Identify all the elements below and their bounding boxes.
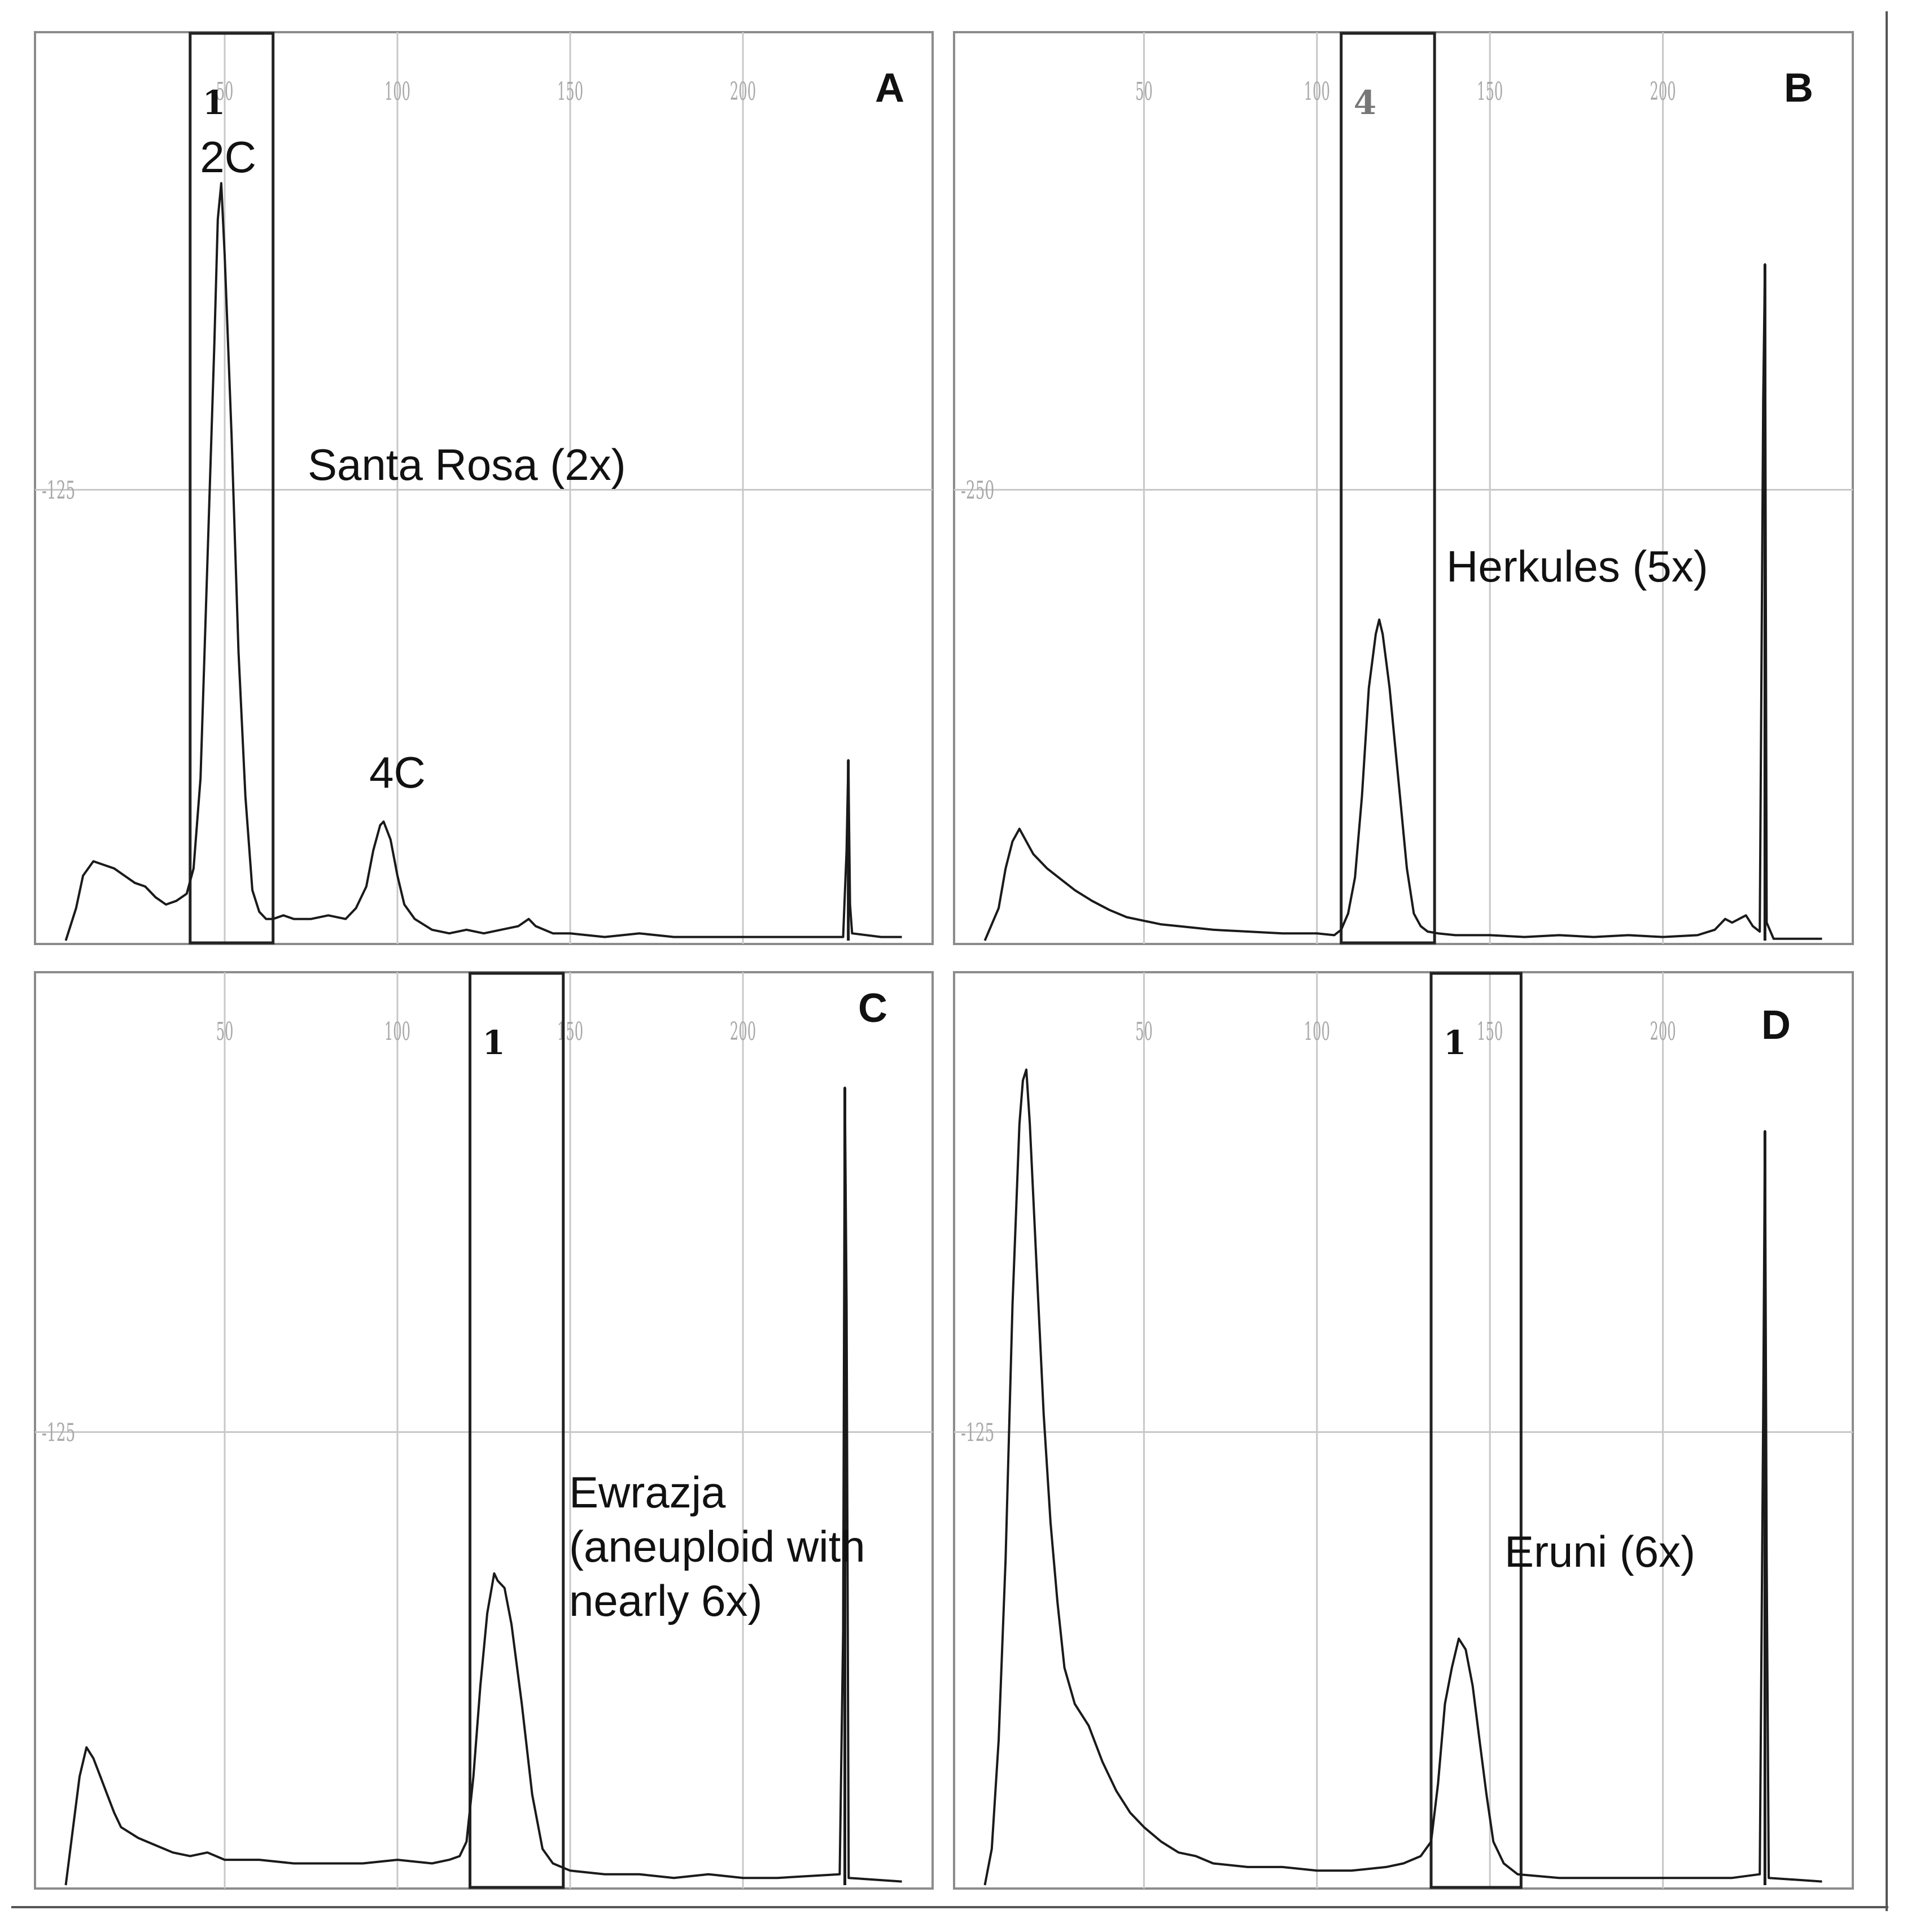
x-tick-label: 150 <box>557 1017 583 1046</box>
x-tick-label: 50 <box>216 77 234 106</box>
panel-b: 50 100 150 200 -250 4 B Herkules (5x) <box>953 31 1854 945</box>
y-tick-label: -125 <box>961 1418 994 1447</box>
gate-region <box>469 972 565 1889</box>
x-tick-label: 200 <box>730 1017 756 1046</box>
x-tick-label: 50 <box>1135 1017 1153 1046</box>
sample-label: Herkules (5x) <box>1446 541 1708 591</box>
panel-letter: B <box>1784 65 1813 111</box>
sample-label-line: nearly 6x) <box>569 1576 762 1625</box>
panel-d: 50 100 150 200 -125 1 D Eruni (6x) <box>953 971 1854 1890</box>
sample-label-line: (aneuploid with <box>569 1522 865 1571</box>
panel-c: 50 100 150 200 -125 1 C Ewrazja (aneuploid with n… <box>34 971 934 1890</box>
gate-label: 1 <box>483 1024 505 1062</box>
histogram-trace <box>983 263 1822 941</box>
x-tick-label: 150 <box>1477 77 1503 106</box>
y-tick-label: -125 <box>42 475 75 505</box>
gate-region <box>1340 32 1436 945</box>
gate-region <box>189 32 275 945</box>
gate-label: 1 <box>1444 1024 1466 1062</box>
panel-frame <box>34 971 934 1890</box>
peak-annotation: 4C <box>369 748 426 797</box>
x-tick-label: 150 <box>557 77 583 106</box>
histogram-trace <box>64 182 902 941</box>
x-tick-label: 150 <box>1477 1017 1503 1046</box>
gate-label: 4 <box>1354 84 1376 122</box>
x-tick-label: 100 <box>384 1017 410 1046</box>
y-tick-label: -250 <box>961 475 994 505</box>
panel-letter: D <box>1761 1003 1791 1048</box>
y-tick-label: -125 <box>42 1418 75 1447</box>
x-tick-label: 100 <box>384 77 410 106</box>
gate-region <box>1429 972 1523 1889</box>
x-tick-label: 50 <box>1135 77 1153 106</box>
x-tick-label: 200 <box>1650 1017 1676 1046</box>
x-tick-label: 200 <box>730 77 756 106</box>
sample-label-line: Santa Rosa (2x) <box>308 440 626 489</box>
x-tick-label: 100 <box>1304 77 1330 106</box>
panel-a: 50 100 150 200 -125 1 A 2C 4C Santa Rosa (2x) <box>34 31 934 945</box>
panel-letter: C <box>858 986 887 1031</box>
panel-frame <box>34 31 934 945</box>
histogram-trace <box>64 1086 902 1886</box>
sample-label: Santa Rosa (2x) <box>308 440 626 489</box>
sample-label: Eruni (6x) <box>1504 1527 1695 1576</box>
x-tick-label: 100 <box>1304 1017 1330 1046</box>
panel-letter: A <box>875 65 904 111</box>
panel-frame <box>953 971 1854 1890</box>
histogram-trace <box>983 1068 1822 1886</box>
gate-label: 1 <box>203 84 225 122</box>
sample-label: Ewrazja (aneuploid with nearly 6x) <box>569 1467 865 1625</box>
sample-label-line: Eruni (6x) <box>1504 1527 1695 1576</box>
sample-label-line: Herkules (5x) <box>1446 541 1708 591</box>
sample-label-line: Ewrazja <box>569 1467 726 1517</box>
x-tick-label: 50 <box>216 1017 234 1046</box>
x-tick-label: 200 <box>1650 77 1676 106</box>
panel-frame <box>953 31 1854 945</box>
peak-annotation: 2C <box>200 132 256 182</box>
